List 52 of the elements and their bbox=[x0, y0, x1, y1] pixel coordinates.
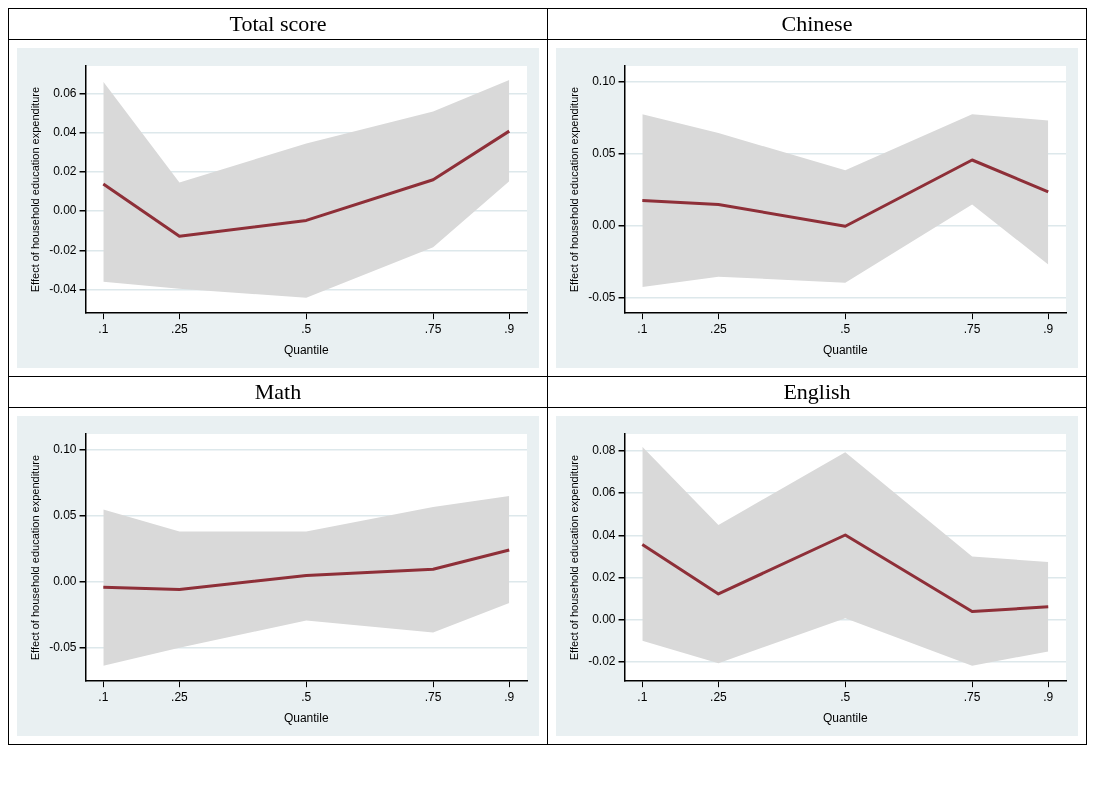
y-axis-title: Effect of household education expenditure bbox=[28, 86, 41, 293]
y-tick-label: 0.10 bbox=[53, 442, 77, 457]
x-tick-label: .9 bbox=[504, 689, 515, 704]
y-tick-label: -0.04 bbox=[49, 281, 77, 296]
x-tick-label: .5 bbox=[301, 689, 312, 704]
x-tick-label: .25 bbox=[710, 321, 728, 336]
y-axis-title: Effect of household education expenditure bbox=[567, 86, 580, 293]
chart-title: Math bbox=[8, 376, 548, 408]
y-tick-label: -0.05 bbox=[588, 289, 616, 304]
x-tick-label: .25 bbox=[171, 689, 189, 704]
chart-title: English bbox=[547, 376, 1087, 408]
y-tick-label: 0.02 bbox=[592, 569, 616, 584]
x-tick-label: .75 bbox=[424, 689, 442, 704]
y-tick-label: 0.08 bbox=[592, 443, 616, 458]
y-tick-label: -0.05 bbox=[49, 640, 77, 655]
y-tick-label: 0.05 bbox=[53, 508, 77, 523]
x-tick-label: .1 bbox=[637, 689, 648, 704]
y-tick-label: 0.04 bbox=[592, 527, 616, 542]
x-tick-label: .1 bbox=[98, 689, 109, 704]
x-tick-label: .5 bbox=[840, 321, 851, 336]
y-tick-label: -0.02 bbox=[588, 654, 616, 669]
x-tick-label: .1 bbox=[637, 321, 648, 336]
y-tick-label: 0.02 bbox=[53, 164, 77, 179]
x-axis-title: Quantile bbox=[283, 711, 329, 726]
x-tick-label: .9 bbox=[1043, 321, 1054, 336]
x-tick-label: .75 bbox=[424, 321, 442, 336]
x-tick-label: .9 bbox=[1043, 689, 1054, 704]
y-tick-label: 0.06 bbox=[592, 485, 616, 500]
y-axis-title: Effect of household education expenditure bbox=[28, 454, 41, 661]
x-tick-label: .5 bbox=[301, 321, 312, 336]
y-tick-label: 0.00 bbox=[53, 203, 77, 218]
y-tick-label: 0.05 bbox=[592, 145, 616, 160]
x-axis-title: Quantile bbox=[822, 711, 868, 726]
y-tick-label: 0.10 bbox=[592, 74, 616, 89]
chart-title: Total score bbox=[8, 8, 548, 40]
x-tick-label: .75 bbox=[963, 689, 981, 704]
x-tick-label: .25 bbox=[710, 689, 728, 704]
x-axis-title: Quantile bbox=[283, 343, 329, 358]
y-tick-label: 0.04 bbox=[53, 125, 77, 140]
y-tick-label: 0.00 bbox=[592, 612, 616, 627]
y-tick-label: -0.02 bbox=[49, 242, 77, 257]
x-tick-label: .5 bbox=[840, 689, 851, 704]
chart-title: Chinese bbox=[547, 8, 1087, 40]
x-axis-title: Quantile bbox=[822, 343, 868, 358]
x-tick-label: .9 bbox=[504, 321, 515, 336]
x-tick-label: .75 bbox=[963, 321, 981, 336]
y-tick-label: 0.00 bbox=[53, 574, 77, 589]
x-tick-label: .25 bbox=[171, 321, 189, 336]
y-axis-title: Effect of household education expenditure bbox=[567, 454, 580, 661]
y-tick-label: 0.06 bbox=[53, 85, 77, 100]
y-tick-label: 0.00 bbox=[592, 217, 616, 232]
x-tick-label: .1 bbox=[98, 321, 109, 336]
